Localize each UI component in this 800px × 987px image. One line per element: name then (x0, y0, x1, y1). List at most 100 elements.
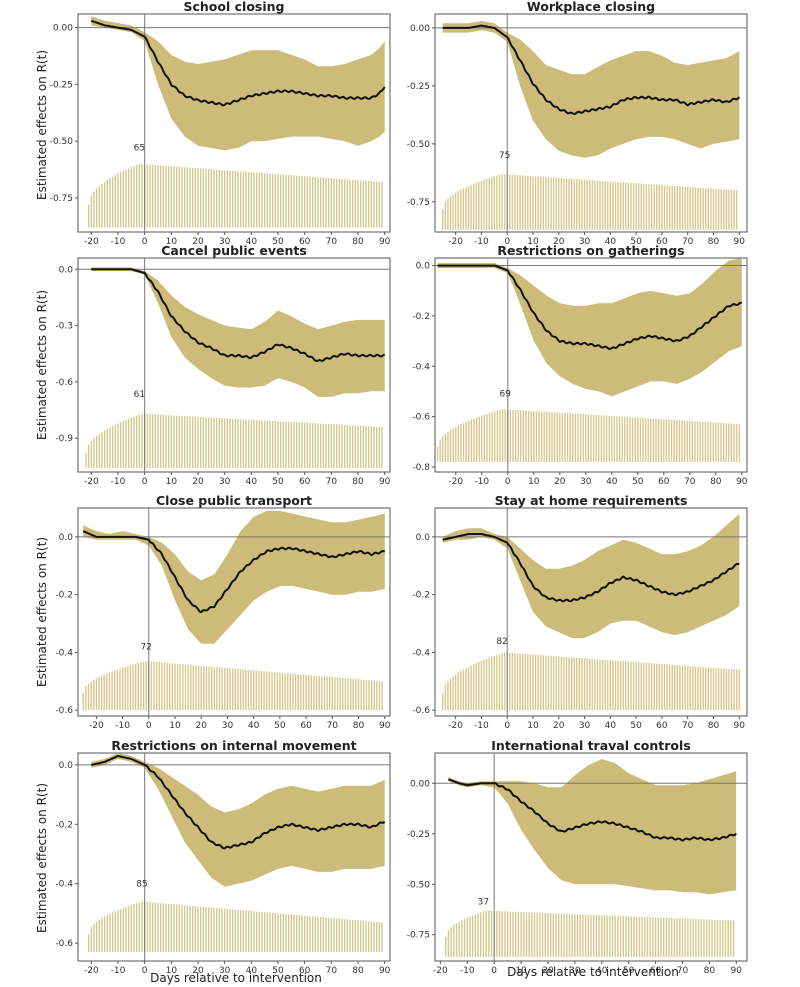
x-tick-label: -20 (89, 721, 104, 731)
y-tick-label: -0.9 (55, 434, 73, 444)
x-tick-label: -20 (84, 237, 99, 247)
y-tick-label: -0.25 (407, 82, 430, 92)
y-tick-label: -0.75 (50, 194, 73, 204)
y-axis-title-row-1: Estimated effects on R(t) (35, 50, 49, 200)
estimate-line (90, 19, 386, 107)
x-tick-label: 60 (650, 966, 662, 976)
x-tick-label: 60 (299, 966, 311, 976)
panel-title: Stay at home requirements (495, 493, 688, 508)
x-tick-label: 70 (682, 237, 694, 247)
x-tick-label: -20 (433, 966, 448, 976)
x-tick-label: 0 (504, 721, 510, 731)
panel-title: Restrictions on gatherings (497, 243, 684, 258)
x-tick-label: 40 (246, 237, 258, 247)
x-tick-label: 10 (166, 237, 178, 247)
x-tick-label: 20 (553, 721, 565, 731)
x-tick-label: 60 (299, 477, 311, 487)
x-tick-label: 80 (708, 237, 720, 247)
y-tick-label: -0.8 (412, 463, 430, 473)
x-tick-label: 30 (580, 477, 592, 487)
y-tick-label: -0.25 (50, 80, 73, 90)
x-tick-label: 80 (708, 721, 720, 731)
y-tick-label: 0.0 (59, 533, 74, 543)
sample-count-label: 82 (496, 637, 507, 647)
x-tick-label: 40 (605, 721, 617, 731)
x-tick-label: 50 (272, 237, 284, 247)
y-tick-label: -0.6 (412, 413, 430, 423)
x-tick-label: 0 (504, 237, 510, 247)
estimate-line (442, 533, 740, 603)
x-tick-label: 30 (569, 966, 581, 976)
y-tick-label: -0.50 (50, 137, 74, 147)
x-tick-label: 80 (352, 966, 364, 976)
x-tick-label: 0 (505, 477, 511, 487)
y-tick-label: -0.4 (55, 880, 73, 890)
y-tick-label: -0.6 (412, 706, 430, 716)
y-tick-label: -0.50 (407, 140, 431, 150)
x-tick-label: 50 (630, 237, 642, 247)
x-tick-label: 90 (379, 477, 391, 487)
sample-count-label: 75 (499, 151, 510, 161)
panel-3: 61 Cancel public events 0.0 -0.3 -0.6 -0.9 -20… (55, 243, 390, 487)
sample-count-label: 65 (134, 143, 145, 153)
x-tick-label: 60 (658, 477, 670, 487)
x-tick-label: 40 (248, 721, 260, 731)
x-axis-title-left: Days relative to intervention (150, 971, 322, 985)
x-tick-label: 40 (605, 237, 617, 247)
x-tick-label: 20 (554, 477, 566, 487)
panel-8: 37 International traval controls 0.00 -0.25… (407, 738, 748, 976)
x-tick-label: 90 (736, 477, 748, 487)
panel-7: 85 Restrictions on internal movement 0.0 -0… (55, 738, 390, 976)
x-tick-label: 0 (146, 721, 152, 731)
x-tick-label: 30 (219, 966, 231, 976)
x-tick-label: 0 (142, 237, 148, 247)
x-tick-label: 70 (326, 477, 338, 487)
x-tick-label: 50 (623, 966, 635, 976)
x-tick-label: 30 (579, 721, 591, 731)
x-tick-label: 80 (704, 966, 716, 976)
x-tick-label: 70 (682, 721, 694, 731)
x-tick-label: 80 (353, 721, 365, 731)
x-tick-label: 20 (192, 477, 204, 487)
x-tick-label: 60 (300, 721, 312, 731)
x-tick-label: 20 (192, 237, 204, 247)
y-tick-label: -0.2 (55, 820, 73, 830)
x-tick-label: 80 (352, 477, 364, 487)
sample-count-label: 37 (478, 897, 489, 907)
x-tick-label: 90 (734, 721, 746, 731)
confidence-band (448, 759, 737, 895)
y-tick-label: 0.00 (410, 24, 430, 34)
panel-6: 82 Stay at home requirements 0.0 -0.2 -0.4 -0… (412, 493, 748, 731)
x-tick-label: 80 (352, 237, 364, 247)
confidence-band (437, 258, 742, 397)
x-tick-label: -20 (84, 966, 99, 976)
x-tick-label: 40 (596, 966, 608, 976)
panel-title: Restrictions on internal movement (111, 738, 356, 753)
x-tick-label: 10 (515, 966, 527, 976)
confidence-band (91, 16, 385, 151)
x-tick-label: 60 (656, 721, 668, 731)
x-tick-label: -20 (448, 477, 463, 487)
panel-2: 75 Workplace closing 0.00 -0.25 -0.50 -0.75 -2… (407, 0, 748, 247)
x-tick-label: 60 (656, 237, 668, 247)
x-tick-label: 90 (379, 966, 391, 976)
x-tick-label: -20 (84, 477, 99, 487)
y-tick-label: 0.00 (410, 779, 430, 789)
confidence-band (83, 510, 385, 644)
x-tick-label: 90 (734, 237, 746, 247)
x-tick-label: 50 (272, 966, 284, 976)
x-tick-label: 70 (327, 721, 339, 731)
x-tick-label: 0 (142, 477, 148, 487)
y-tick-label: 0.00 (53, 24, 73, 34)
estimate-line (82, 530, 386, 614)
x-tick-label: 50 (274, 721, 286, 731)
y-tick-label: 0.0 (59, 265, 74, 275)
x-tick-label: 70 (326, 966, 338, 976)
x-tick-label: 50 (272, 477, 284, 487)
x-tick-label: 20 (192, 966, 204, 976)
x-tick-label: 10 (166, 966, 178, 976)
y-tick-label: -0.6 (55, 939, 73, 949)
x-tick-label: 40 (246, 477, 258, 487)
x-tick-label: 70 (677, 966, 689, 976)
